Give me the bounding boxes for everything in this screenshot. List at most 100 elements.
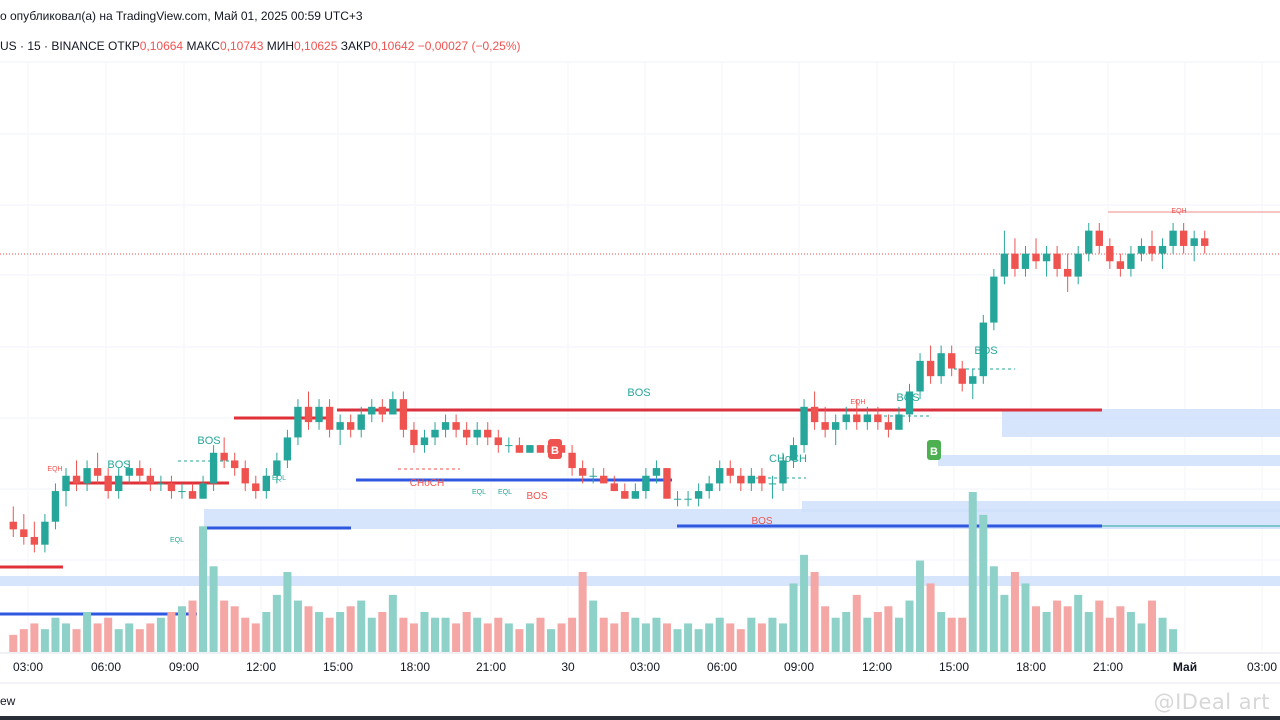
candle-body	[1074, 253, 1082, 277]
volume-bar	[325, 617, 334, 652]
candle	[273, 452, 281, 484]
candle	[336, 414, 344, 446]
candle-body	[20, 529, 28, 538]
volume-bar	[441, 617, 450, 652]
candle-body	[115, 475, 123, 492]
x-tick-label: 18:00	[1016, 660, 1046, 674]
candle-body	[241, 468, 249, 484]
volume-bar	[525, 623, 534, 652]
candle	[1179, 222, 1188, 254]
candle	[737, 468, 745, 492]
candle-body	[72, 475, 81, 484]
candle	[515, 437, 524, 453]
candle-body	[673, 498, 682, 500]
volume-bar	[726, 623, 735, 652]
volume-bar	[125, 623, 134, 652]
x-tick-label: 18:00	[400, 660, 430, 674]
candle	[1074, 245, 1082, 285]
candle	[884, 414, 893, 438]
volume-bar	[631, 617, 640, 652]
candle	[378, 399, 386, 423]
candle	[863, 406, 872, 430]
candle-body	[726, 468, 734, 476]
volume-bar	[504, 623, 513, 652]
candle-body	[1011, 253, 1019, 269]
candle	[231, 452, 239, 476]
candle-body	[926, 360, 935, 377]
candle-body	[832, 422, 840, 430]
signal-badge-label: B	[930, 446, 938, 458]
candle-body	[93, 468, 102, 476]
candle	[716, 460, 724, 492]
candle-body	[779, 460, 787, 484]
candle-body	[895, 414, 903, 430]
candle-body	[642, 475, 650, 492]
candle-body	[810, 406, 819, 423]
candle	[969, 368, 977, 400]
candle-body	[484, 429, 492, 438]
open-value: 0,10664	[139, 39, 184, 53]
candle-body	[600, 475, 608, 484]
candle	[526, 445, 534, 453]
candle-body	[916, 360, 924, 392]
x-tick-label: 12:00	[862, 660, 892, 674]
tradingview-logo[interactable]: ew	[0, 694, 16, 708]
candle	[810, 391, 819, 430]
x-tick-label: 09:00	[784, 660, 814, 674]
candle-body	[294, 406, 302, 438]
volume-bar	[40, 629, 49, 652]
volume-bar	[757, 623, 766, 652]
candle-body	[621, 491, 629, 499]
candle	[726, 460, 734, 484]
candle	[631, 483, 640, 499]
candle-body	[357, 414, 365, 430]
candle	[136, 460, 144, 484]
volume-bar	[599, 617, 608, 652]
candle	[747, 468, 756, 492]
candle	[167, 475, 176, 499]
candle-body	[578, 468, 587, 476]
volume-bar	[114, 629, 123, 652]
signal-badge-sell: B	[548, 439, 562, 459]
candle-body	[589, 475, 597, 477]
candle	[93, 452, 102, 484]
candle	[494, 429, 502, 453]
candle-body	[167, 483, 176, 492]
candle	[821, 406, 829, 438]
volume-bar	[768, 617, 777, 652]
candle-body	[178, 491, 186, 493]
volume-bar	[199, 526, 208, 652]
candle	[304, 391, 313, 430]
volume-bar	[842, 612, 851, 652]
volume-bar	[230, 606, 239, 652]
volume-bar	[937, 612, 946, 652]
candle-body	[958, 368, 966, 384]
candle-body	[51, 491, 60, 522]
volume-bar	[747, 617, 756, 652]
candle	[779, 452, 787, 492]
volume-bar	[251, 623, 260, 652]
x-tick-label: 09:00	[169, 660, 199, 674]
structure-lines	[0, 211, 1280, 616]
volume-bar	[146, 623, 155, 652]
watermark: @IDeal art	[1153, 690, 1270, 714]
candle	[758, 468, 766, 492]
symbol-label[interactable]: US · 15 · BINANCE	[0, 39, 105, 53]
candle	[51, 483, 60, 530]
candle	[1032, 238, 1040, 269]
x-tick-label: 15:00	[939, 660, 969, 674]
volume-bar	[705, 623, 714, 652]
candle-body	[1116, 261, 1125, 269]
volume-bar	[958, 617, 967, 652]
candle-body	[9, 521, 17, 530]
candle-body	[652, 468, 661, 476]
signal-badge-label: B	[551, 445, 559, 457]
volume-bar	[662, 623, 671, 652]
candle	[705, 475, 713, 499]
volume-bar	[388, 594, 397, 652]
grid	[0, 61, 1280, 650]
candle-body	[452, 422, 460, 430]
candle-body	[1201, 238, 1209, 246]
volume-bar	[30, 623, 39, 652]
